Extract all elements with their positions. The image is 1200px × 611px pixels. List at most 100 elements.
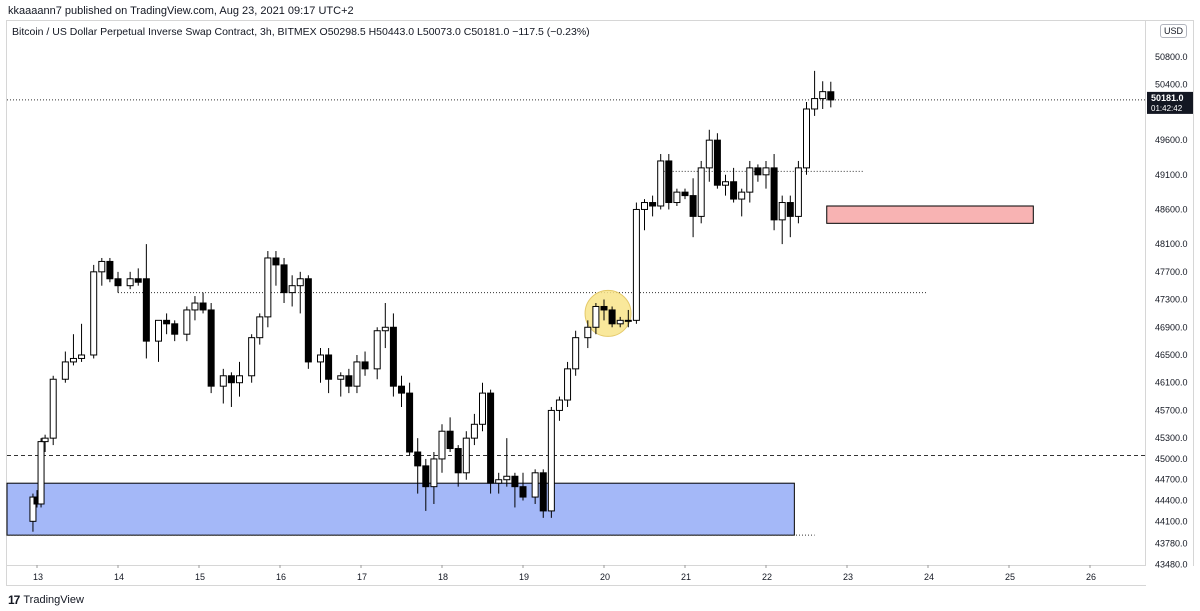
symbol-title: Bitcoin / US Dollar Perpetual Inverse Sw… xyxy=(12,26,590,38)
candle-body-64 xyxy=(584,326,592,339)
candle-body-12 xyxy=(126,278,134,287)
x-tick-label: 13 xyxy=(33,572,43,582)
candle-body-50 xyxy=(462,437,470,474)
candle-body-89 xyxy=(786,202,794,217)
chart-pane[interactable] xyxy=(6,20,1146,566)
candle-body-70 xyxy=(632,208,640,321)
candle-body-41 xyxy=(389,326,397,387)
candle-body-72 xyxy=(649,202,657,207)
candle-body-91 xyxy=(803,108,810,169)
candle-body-73 xyxy=(657,160,665,207)
time-axis[interactable] xyxy=(6,566,1146,586)
y-tick-label: 45300.0 xyxy=(1155,433,1188,443)
candle-body-4 xyxy=(49,378,57,439)
highlight-circle xyxy=(584,289,632,337)
candle-body-86 xyxy=(762,167,770,176)
candle-body-48 xyxy=(446,430,454,450)
candle-body-18 xyxy=(183,309,191,335)
candle-body-35 xyxy=(337,375,345,380)
candle-body-46 xyxy=(430,458,438,488)
candle-body-44 xyxy=(414,451,422,467)
x-tick-label: 21 xyxy=(681,572,691,582)
candle-body-93 xyxy=(819,91,827,100)
footer: 17 TradingView xyxy=(8,593,84,607)
candle-body-58 xyxy=(531,472,539,498)
last-price-value: 50181.0 xyxy=(1151,93,1184,103)
candle-body-66 xyxy=(600,305,608,311)
x-tick-label: 22 xyxy=(762,572,772,582)
x-tick-label: 17 xyxy=(357,572,367,582)
candle-body-34 xyxy=(325,354,333,380)
candle-body-92 xyxy=(811,98,819,110)
candle-body-28 xyxy=(272,257,280,266)
candle-body-11 xyxy=(114,278,122,287)
candle-body-32 xyxy=(304,278,312,363)
candle-body-15 xyxy=(155,319,162,342)
x-tick-label: 16 xyxy=(276,572,286,582)
y-tick-label: 44400.0 xyxy=(1155,496,1188,506)
x-tick-label: 23 xyxy=(843,572,853,582)
tradingview-logo-icon: 17 xyxy=(8,593,20,607)
candle-body-88 xyxy=(778,202,786,221)
candle-body-55 xyxy=(503,475,511,481)
candle-body-29 xyxy=(280,264,288,294)
candle-body-7 xyxy=(78,354,86,359)
y-tick-label: 50800.0 xyxy=(1155,52,1188,62)
last-price-countdown: 01:42:42 xyxy=(1151,104,1183,113)
candle-body-2 xyxy=(37,441,45,505)
candle-body-33 xyxy=(317,354,324,363)
candle-body-43 xyxy=(406,392,414,453)
x-tick-label: 20 xyxy=(600,572,610,582)
candle-body-37 xyxy=(353,361,361,387)
candle-body-59 xyxy=(539,472,547,512)
y-tick-label: 47300.0 xyxy=(1155,295,1188,305)
y-tick-label: 49100.0 xyxy=(1155,170,1188,180)
candle-body-39 xyxy=(373,330,381,370)
y-tick-label: 48100.0 xyxy=(1155,239,1188,249)
candle-body-53 xyxy=(487,392,495,484)
price-axis[interactable] xyxy=(1146,20,1194,566)
candle-body-45 xyxy=(422,465,430,488)
candle-body-67 xyxy=(608,309,616,325)
y-tick-label: 47700.0 xyxy=(1155,267,1188,277)
candle-body-75 xyxy=(673,191,681,204)
candle-body-17 xyxy=(171,323,179,335)
candle-body-0 xyxy=(29,496,37,522)
candle-body-6 xyxy=(69,357,77,363)
currency-badge[interactable]: USD xyxy=(1160,24,1188,38)
last-price-badge xyxy=(1147,91,1193,114)
candle-body-62 xyxy=(564,368,572,401)
candle-body-57 xyxy=(519,486,527,498)
candle-body-78 xyxy=(697,167,705,217)
y-tick-label: 48600.0 xyxy=(1155,204,1188,214)
candle-body-90 xyxy=(794,167,802,217)
candle-body-31 xyxy=(296,278,304,287)
candle-body-27 xyxy=(264,257,272,318)
candle-body-83 xyxy=(738,191,746,200)
candle-body-30 xyxy=(288,285,296,294)
candle-body-26 xyxy=(256,316,264,339)
x-tick-label: 25 xyxy=(1005,572,1015,582)
y-tick-label: 44700.0 xyxy=(1155,475,1188,485)
candle-body-82 xyxy=(730,181,738,200)
candle-body-9 xyxy=(98,260,106,273)
candle-body-49 xyxy=(454,448,462,474)
x-tick-label: 24 xyxy=(924,572,934,582)
candle-body-94 xyxy=(827,91,835,101)
y-tick-label: 43480.0 xyxy=(1155,559,1188,569)
candle-body-36 xyxy=(345,375,353,387)
candle-body-3 xyxy=(41,437,49,443)
candle-body-84 xyxy=(746,167,754,193)
candle-body-8 xyxy=(90,271,98,356)
candle-body-40 xyxy=(381,326,389,332)
x-tick-label: 18 xyxy=(438,572,448,582)
candle-body-14 xyxy=(142,278,150,342)
candle-body-87 xyxy=(770,167,778,221)
candle-body-79 xyxy=(705,139,713,169)
candle-body-47 xyxy=(438,430,446,460)
candle-body-22 xyxy=(219,375,227,387)
candle-body-54 xyxy=(495,479,503,484)
x-tick-label: 14 xyxy=(114,572,124,582)
candle-body-85 xyxy=(754,167,762,176)
